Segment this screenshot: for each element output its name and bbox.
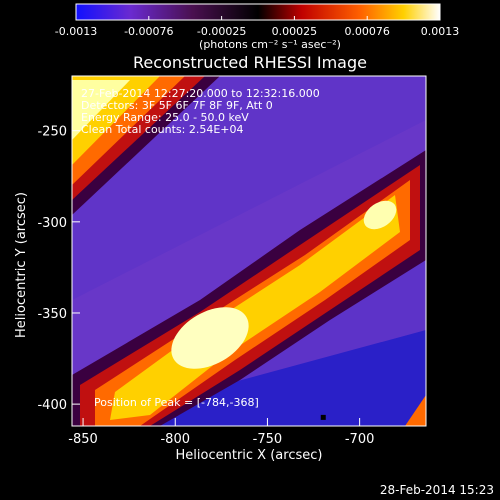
y-tick-label: -400	[37, 398, 67, 413]
x-axis-title: Heliocentric X (arcsec)	[176, 448, 323, 463]
heatmap-image	[72, 76, 426, 426]
colorbar-tick-label: 0.00025	[272, 25, 318, 38]
colorbar-tick-label: -0.0013	[55, 25, 97, 38]
peak-marker	[320, 414, 326, 420]
x-tick-label: -750	[253, 432, 283, 447]
colorbar-ticks: -0.0013 -0.00076 -0.00025 0.00025 0.00076 0.0…	[55, 16, 459, 38]
annotation-time-range: 27-Feb-2014 12:27:20.000 to 12:32:16.000	[81, 87, 320, 100]
colorbar-tick-label: -0.00076	[124, 25, 173, 38]
y-axis-ticks: -250 -300 -350 -400	[37, 125, 80, 413]
annotation-detectors: Detectors: 3F 5F 6F 7F 8F 9F, Att 0	[81, 99, 273, 112]
x-tick-label: -700	[345, 432, 375, 447]
y-tick-label: -350	[37, 307, 67, 322]
colorbar-tick-label: 0.00076	[344, 25, 390, 38]
x-tick-label: -850	[68, 432, 98, 447]
plot-frame	[71, 75, 427, 427]
chart-title: Reconstructed RHESSI Image	[133, 53, 367, 72]
annotation-counts: Clean Total counts: 2.54E+04	[81, 123, 244, 136]
colorbar-tick-label: -0.00025	[197, 25, 246, 38]
colorbar-tick-label: 0.0013	[421, 25, 460, 38]
x-axis-ticks: -850 -800 -750 -700	[68, 418, 374, 447]
y-axis-title: Heliocentric Y (arcsec)	[14, 192, 29, 338]
y-tick-label: -250	[37, 125, 67, 140]
colorbar	[75, 3, 441, 21]
y-tick-label: -300	[37, 216, 67, 231]
annotation-peak: Position of Peak = [-784,-368]	[94, 396, 259, 409]
annotation-energy: Energy Range: 25.0 - 50.0 keV	[81, 111, 249, 124]
x-tick-label: -800	[160, 432, 190, 447]
colorbar-unit-label: (photons cm⁻² s⁻¹ asec⁻²)	[199, 38, 341, 51]
footer-timestamp: 28-Feb-2014 15:23	[380, 483, 494, 497]
